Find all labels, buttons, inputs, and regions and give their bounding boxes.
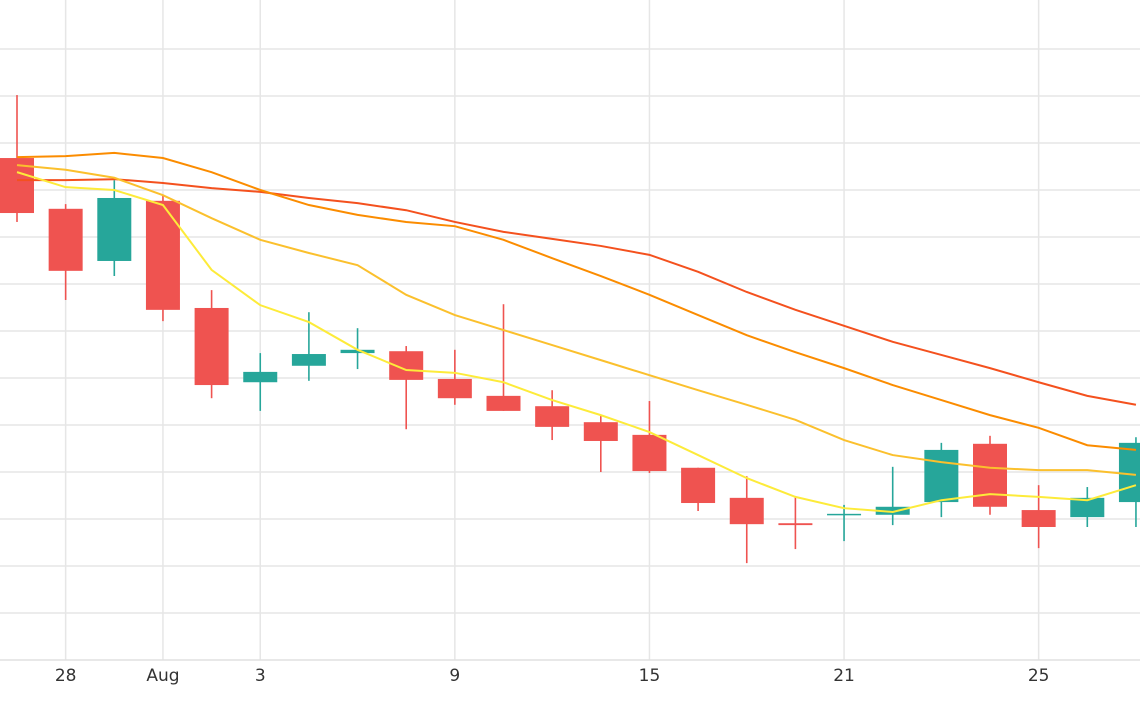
candle-body (437, 378, 472, 399)
candle-body (243, 371, 278, 383)
x-tick-label: 15 (639, 666, 661, 686)
x-tick-label: Aug (146, 666, 179, 686)
candle-body (486, 395, 521, 411)
candle-body (1021, 510, 1056, 527)
candle-body (97, 197, 132, 261)
candle-body (681, 467, 716, 504)
candle-body (0, 158, 34, 214)
candle-body (924, 449, 959, 503)
candle-body (973, 443, 1007, 507)
candle-body (145, 200, 180, 310)
x-tick-label: 3 (255, 666, 266, 686)
x-tick-label: 21 (833, 666, 855, 686)
candle-body (778, 523, 813, 526)
candle-body (729, 497, 764, 525)
moving-average-line (16, 171, 1137, 513)
candle-body (48, 208, 83, 271)
x-tick-label: 9 (449, 666, 460, 686)
x-tick-label: 25 (1028, 666, 1050, 686)
x-tick-label: 28 (55, 666, 77, 686)
candle-body (583, 422, 618, 441)
candle-body (827, 513, 862, 516)
moving-average-line (16, 151, 1137, 451)
candle-body (340, 349, 375, 354)
candle-body (875, 506, 910, 515)
moving-average-line (16, 164, 1137, 476)
moving-average-line (17, 178, 1137, 406)
candle-body (535, 406, 570, 427)
candle-body (1118, 442, 1140, 503)
candle-body (632, 434, 667, 472)
candle-body (291, 354, 326, 366)
candle-body (194, 307, 229, 386)
candle-body (1070, 497, 1105, 518)
